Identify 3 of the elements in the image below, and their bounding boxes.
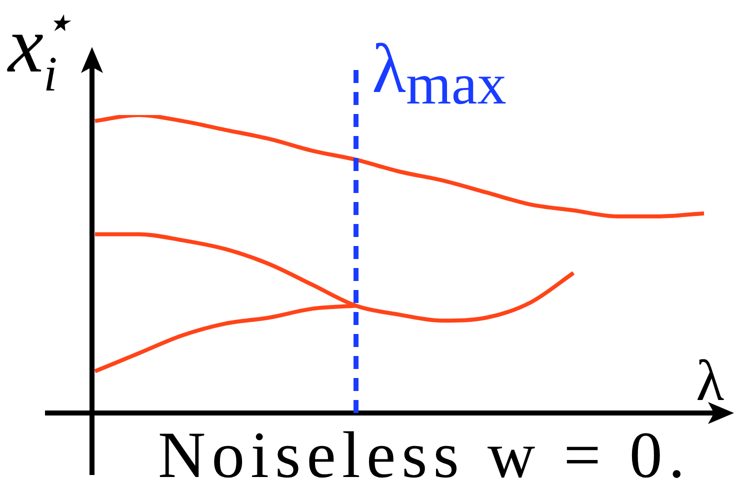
x-axis-title: λ (696, 348, 724, 413)
text: Noiseless w = 0. (158, 419, 691, 489)
annotation: λ$_{max}$ (372, 31, 506, 117)
